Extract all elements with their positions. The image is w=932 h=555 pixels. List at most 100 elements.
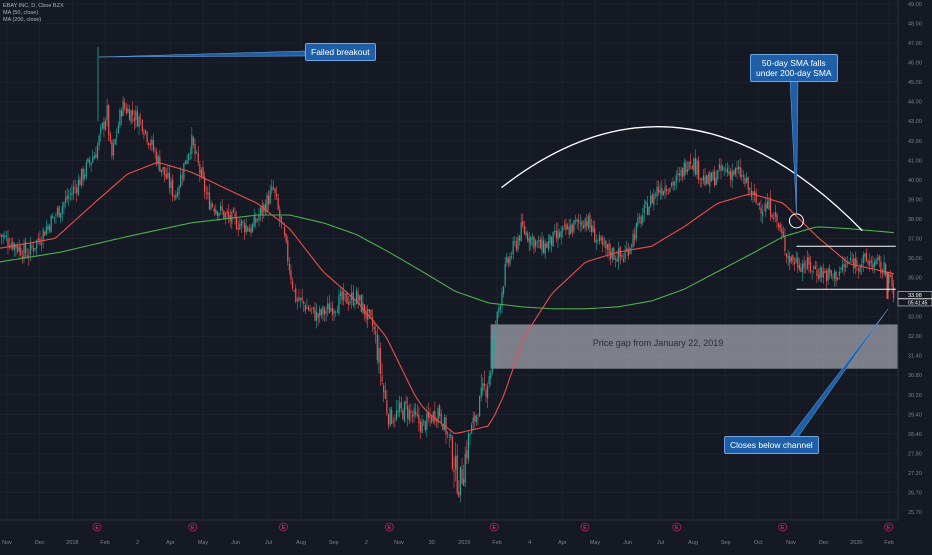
time-tick-label: Jun xyxy=(231,540,240,546)
candle-body xyxy=(845,264,847,268)
ma200-legend[interactable]: MA (200, close) xyxy=(3,17,42,23)
candle-body xyxy=(156,151,158,165)
candle-body xyxy=(68,196,70,199)
candle-body xyxy=(341,290,343,300)
candle-body xyxy=(829,268,831,273)
closes-below-callout[interactable]: Closes below channel xyxy=(724,436,819,454)
candle-body xyxy=(240,220,243,226)
candle-body xyxy=(841,264,844,271)
candle-body xyxy=(498,308,500,313)
ma50-line[interactable] xyxy=(0,162,894,434)
candle-body xyxy=(859,266,861,272)
candle-body xyxy=(526,233,529,241)
candle-body xyxy=(618,248,620,262)
candle-body xyxy=(426,413,428,430)
ma50-legend[interactable]: MA (50, close) xyxy=(3,10,39,16)
candle-body xyxy=(92,157,94,163)
earnings-marker-label: E xyxy=(675,525,679,531)
candle-body xyxy=(418,415,420,424)
candle-body xyxy=(797,256,799,268)
candle-body xyxy=(768,200,770,210)
ma200-line[interactable] xyxy=(0,214,894,310)
candle-body xyxy=(106,105,108,121)
candle-body xyxy=(7,238,9,246)
candle-body xyxy=(314,308,316,321)
candle-body xyxy=(662,191,665,196)
candle-body xyxy=(453,470,455,472)
earnings-marker[interactable] xyxy=(279,522,288,532)
candle-body xyxy=(677,173,679,175)
candle-body xyxy=(691,165,693,169)
price-tick-label: 32.00 xyxy=(908,334,922,340)
candle-body xyxy=(56,208,59,215)
candle-body xyxy=(288,263,290,271)
earnings-marker[interactable] xyxy=(489,522,499,532)
candle-body xyxy=(212,204,214,207)
price-tick-label: 37.00 xyxy=(908,236,922,242)
candle-body xyxy=(266,194,268,213)
earnings-marker[interactable] xyxy=(188,522,198,532)
earnings-marker[interactable] xyxy=(580,522,590,532)
candle-body xyxy=(248,229,250,232)
earnings-marker[interactable] xyxy=(92,522,102,532)
time-tick-label: Sep xyxy=(721,540,731,546)
candle-body xyxy=(210,203,212,210)
earnings-marker[interactable] xyxy=(672,522,682,532)
earnings-marker[interactable] xyxy=(778,522,788,532)
candle-body xyxy=(469,433,471,436)
candle-body xyxy=(589,214,591,227)
rounding-top-arc[interactable] xyxy=(501,126,863,232)
candle-body xyxy=(307,306,310,311)
candle-body xyxy=(531,237,533,240)
candle-body xyxy=(664,186,666,193)
candle-body xyxy=(335,311,337,313)
candle-body xyxy=(658,186,660,193)
candle-body xyxy=(95,154,97,158)
countdown-badge xyxy=(897,298,932,307)
candle-body xyxy=(709,172,711,187)
candle-body xyxy=(809,262,812,272)
earnings-marker[interactable] xyxy=(384,522,394,532)
earnings-marker-label: E xyxy=(282,525,286,531)
candle-body xyxy=(581,221,583,226)
candle-body xyxy=(144,130,147,133)
candle-body xyxy=(287,240,289,262)
time-tick-label: Nov xyxy=(786,540,796,546)
candle-body xyxy=(722,166,724,170)
sma-cross-callout[interactable]: 50-day SMA falls under 200-day SMA xyxy=(750,54,838,82)
candle-body xyxy=(744,177,746,185)
candle-body xyxy=(0,234,3,237)
candle-body xyxy=(303,301,305,305)
candle-body xyxy=(688,161,690,170)
candle-body xyxy=(747,177,749,190)
candle-body xyxy=(562,226,564,232)
candle-body xyxy=(87,158,89,163)
price-gap-zone[interactable] xyxy=(490,324,898,369)
failed-breakout-callout[interactable]: Failed breakout xyxy=(305,43,376,61)
candle-body xyxy=(493,330,495,350)
candle-body xyxy=(825,270,828,282)
candle-body xyxy=(506,256,508,264)
candle-body xyxy=(843,264,845,267)
time-axis[interactable]: Nov Dec 2018 Feb 2 Apr May Jun Jul Aug Sep 2 Nov 30 20… xyxy=(0,519,898,546)
candle-body xyxy=(103,121,105,129)
time-tick-label: Sep xyxy=(329,540,339,546)
candle-body xyxy=(824,270,826,273)
candle-body xyxy=(293,290,295,292)
symbol-title[interactable]: EBAY INC, D, Cboe BZX xyxy=(3,3,64,9)
candle-body xyxy=(239,224,241,230)
earnings-marker[interactable] xyxy=(884,522,893,532)
candle-body xyxy=(114,139,116,144)
candle-body xyxy=(339,292,342,296)
candle-body xyxy=(138,116,140,128)
candle-body xyxy=(410,411,412,414)
candle-body xyxy=(793,261,796,265)
time-tick-label: Nov xyxy=(394,540,404,546)
candle-body xyxy=(399,403,401,412)
candle-body xyxy=(749,188,751,191)
candle-body xyxy=(258,215,260,221)
price-axis[interactable]: 49.00 48.00 47.00 46.00 45.00 44.00 43.00 42.00… xyxy=(897,0,932,550)
